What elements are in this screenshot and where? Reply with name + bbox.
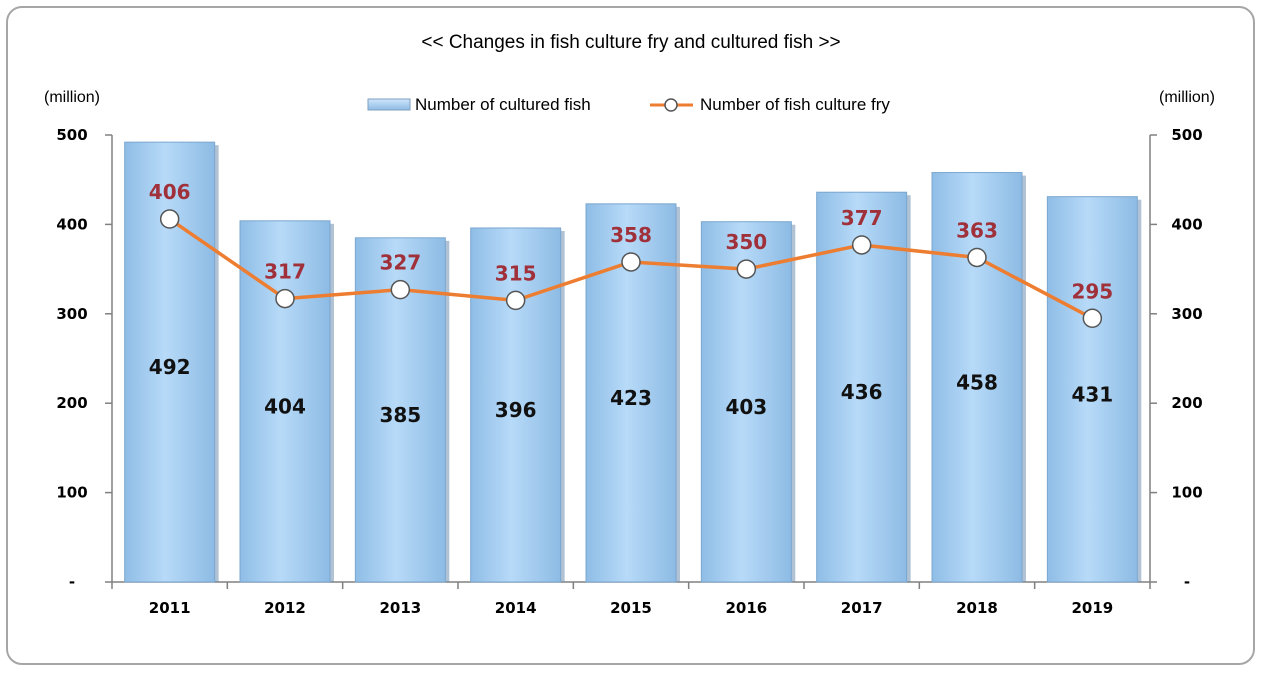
right-axis-ticks: - 100 200 300 400 500 bbox=[1171, 126, 1202, 591]
line-value-label: 295 bbox=[1071, 279, 1113, 303]
legend-bar-swatch bbox=[367, 98, 411, 111]
bar-value-label: 385 bbox=[379, 403, 421, 427]
x-axis-ticks: 2011 2012 2013 2014 2015 2016 2017 2018 2019 bbox=[149, 599, 1113, 617]
bar-value-label: 403 bbox=[725, 395, 767, 419]
right-tick-label: 100 bbox=[1171, 484, 1202, 502]
left-tick-label: 100 bbox=[56, 484, 87, 502]
line-marker bbox=[1082, 308, 1103, 329]
left-axis-ticks: - 100 200 300 400 500 bbox=[56, 126, 87, 591]
line-series bbox=[159, 209, 1103, 329]
bar-value-label: 436 bbox=[841, 380, 883, 404]
line-marker bbox=[851, 235, 872, 255]
bar-value-label: 404 bbox=[264, 394, 306, 418]
left-tick-label: 400 bbox=[56, 215, 87, 233]
bar-value-label: 492 bbox=[149, 355, 191, 379]
line-value-label: 358 bbox=[610, 223, 652, 247]
bar bbox=[700, 221, 792, 583]
x-tick-label: 2019 bbox=[1071, 599, 1113, 617]
line-value-label: 315 bbox=[495, 261, 537, 285]
line-value-label: 327 bbox=[379, 251, 421, 275]
right-tick-label: 200 bbox=[1171, 394, 1202, 412]
bar bbox=[1046, 196, 1138, 583]
tick-marks bbox=[105, 134, 1157, 589]
right-tick-label: 500 bbox=[1171, 126, 1202, 144]
bar-value-label: 431 bbox=[1071, 382, 1113, 406]
left-axis-unit: (million) bbox=[44, 89, 100, 106]
bar bbox=[816, 191, 908, 583]
left-tick-label: - bbox=[69, 573, 75, 591]
legend-line-label: Number of fish culture fry bbox=[700, 95, 890, 114]
line-marker bbox=[275, 288, 295, 309]
bar bbox=[931, 172, 1023, 583]
bar-value-label: 423 bbox=[610, 386, 652, 410]
line-value-label: 363 bbox=[956, 218, 998, 242]
line-marker bbox=[505, 290, 526, 311]
legend: Number of cultured fish Number of fish c… bbox=[367, 95, 890, 114]
line-value-labels: 406 317 327 315 358 350 377 363 295 bbox=[149, 180, 1113, 303]
bar-series bbox=[124, 141, 1142, 583]
left-tick-label: 300 bbox=[56, 305, 87, 323]
legend-marker-icon bbox=[664, 98, 678, 112]
bar-value-label: 396 bbox=[495, 398, 537, 422]
chart-title: << Changes in fish culture fry and cultu… bbox=[421, 32, 840, 53]
legend-bar-label: Number of cultured fish bbox=[415, 95, 591, 114]
right-tick-label: 400 bbox=[1171, 215, 1202, 233]
left-tick-label: 200 bbox=[56, 394, 87, 412]
x-tick-label: 2017 bbox=[841, 599, 883, 617]
line-marker bbox=[736, 259, 757, 279]
line-marker bbox=[390, 279, 411, 300]
bar bbox=[470, 227, 562, 583]
bar bbox=[239, 220, 331, 583]
bar-value-labels: 492 404 385 396 423 403 436 458 431 bbox=[149, 355, 1113, 427]
x-tick-label: 2011 bbox=[149, 599, 191, 617]
line-value-label: 406 bbox=[149, 180, 191, 204]
x-tick-label: 2013 bbox=[379, 599, 421, 617]
line-marker bbox=[159, 209, 180, 229]
line-value-label: 317 bbox=[264, 260, 306, 284]
line-marker bbox=[967, 247, 987, 268]
bar-value-label: 458 bbox=[956, 370, 998, 394]
line-value-label: 350 bbox=[725, 230, 767, 254]
right-tick-label: 300 bbox=[1171, 305, 1202, 323]
x-tick-label: 2016 bbox=[725, 599, 767, 617]
x-tick-label: 2012 bbox=[264, 599, 306, 617]
x-tick-label: 2015 bbox=[610, 599, 652, 617]
line-value-label: 377 bbox=[841, 206, 883, 230]
left-tick-label: 500 bbox=[56, 126, 87, 144]
line-marker bbox=[621, 252, 641, 272]
x-tick-label: 2014 bbox=[495, 599, 537, 617]
x-tick-label: 2018 bbox=[956, 599, 998, 617]
right-axis-unit: (million) bbox=[1159, 89, 1215, 106]
right-tick-label: - bbox=[1184, 573, 1190, 591]
